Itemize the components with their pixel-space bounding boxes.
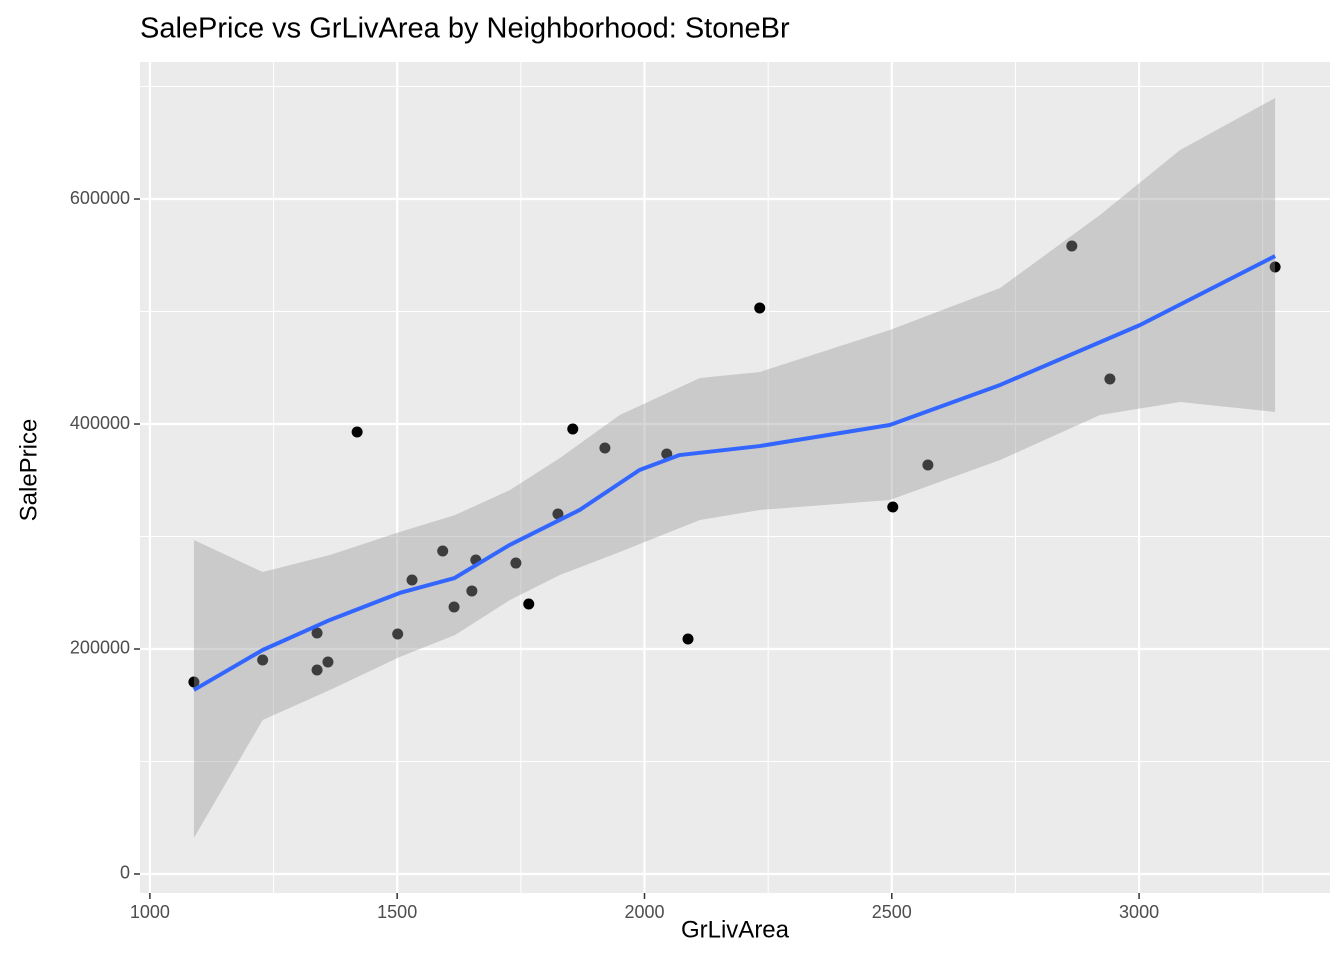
confidence-band — [193, 97, 1276, 838]
point — [311, 664, 323, 676]
point — [599, 442, 611, 454]
point — [682, 633, 694, 645]
point — [406, 574, 418, 586]
point — [351, 426, 363, 438]
point — [523, 598, 535, 610]
smooth-line — [192, 254, 1277, 692]
point — [466, 585, 478, 597]
x-tick-label: 2000 — [624, 902, 664, 922]
point — [552, 508, 564, 520]
point — [1269, 261, 1281, 273]
y-axis-title: SalePrice — [15, 419, 42, 522]
panel — [140, 62, 1330, 893]
point — [448, 601, 460, 613]
point — [1104, 373, 1116, 385]
x-tick-label: 1000 — [130, 902, 170, 922]
y-tick-label: 200000 — [70, 638, 130, 658]
point — [922, 459, 934, 471]
point — [567, 423, 579, 435]
y-tick-label: 600000 — [70, 188, 130, 208]
chart-title: SalePrice vs GrLivArea by Neighborhood: … — [140, 13, 790, 45]
point — [887, 501, 899, 513]
y-tick-label: 0 — [120, 863, 130, 883]
point — [322, 656, 334, 668]
x-tick-label: 3000 — [1119, 902, 1159, 922]
point — [188, 676, 200, 688]
x-tick-label: 1500 — [377, 902, 417, 922]
point — [510, 557, 522, 569]
point — [754, 302, 766, 314]
x-axis-title: GrLivArea — [681, 916, 790, 943]
x-tick-label: 2500 — [872, 902, 912, 922]
y-tick-label: 400000 — [70, 413, 130, 433]
point — [257, 654, 269, 666]
point — [311, 627, 323, 639]
point — [392, 628, 404, 640]
point — [437, 545, 449, 557]
point — [1066, 240, 1078, 252]
